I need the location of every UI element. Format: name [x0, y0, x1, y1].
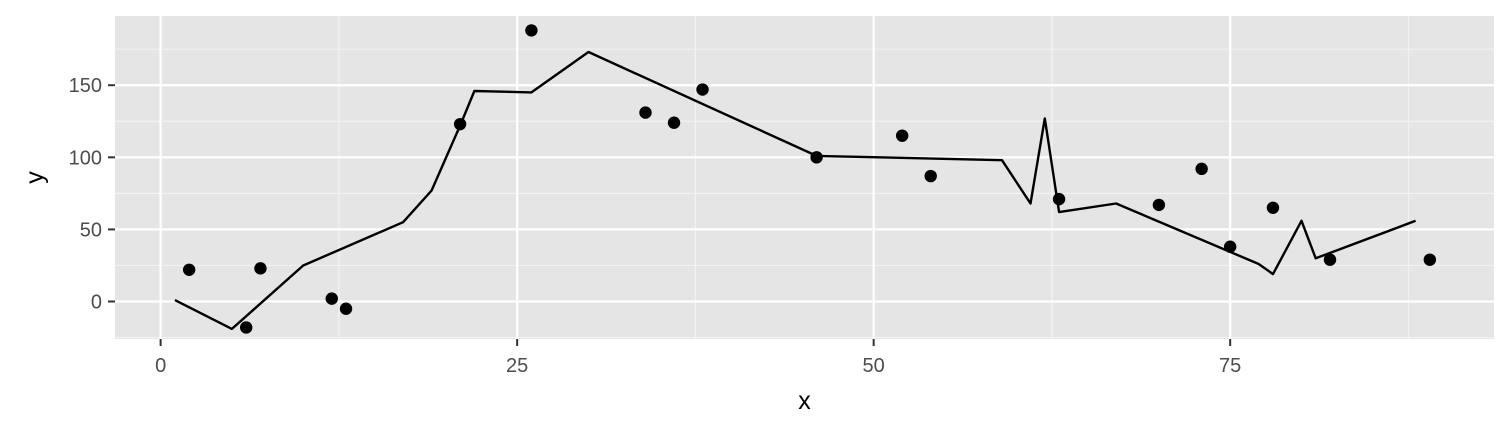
data-point: [339, 302, 353, 315]
y-axis-title: y: [21, 171, 49, 184]
data-point: [1223, 240, 1237, 253]
data-point: [239, 321, 253, 334]
data-point: [924, 169, 937, 183]
y-tick-label: 100: [69, 147, 102, 169]
data-point: [1195, 162, 1208, 176]
x-tick-label: 0: [155, 355, 166, 377]
data-point: [1266, 201, 1280, 214]
y-tick-label: 0: [91, 292, 102, 314]
data-point: [254, 262, 267, 275]
x-tick-label: 50: [863, 355, 885, 377]
data-point: [895, 129, 909, 142]
data-point: [667, 116, 681, 129]
data-point: [639, 106, 652, 119]
data-point: [1152, 198, 1166, 212]
y-tick-label: 50: [80, 219, 102, 241]
data-point: [525, 24, 538, 37]
data-point: [1323, 253, 1337, 266]
data-point: [810, 151, 823, 164]
series-line: [174, 50, 1417, 331]
x-tick-label: 25: [506, 355, 528, 377]
data-point: [325, 292, 338, 305]
data-point: [1423, 253, 1437, 266]
data-point: [696, 83, 709, 96]
data-point: [1052, 192, 1066, 206]
x-axis-title: x: [798, 387, 811, 415]
y-tick-label: 150: [69, 75, 102, 97]
data-point: [453, 117, 467, 131]
data-point: [182, 263, 196, 276]
x-tick-label: 75: [1219, 355, 1241, 377]
plot-panel: [115, 16, 1494, 339]
